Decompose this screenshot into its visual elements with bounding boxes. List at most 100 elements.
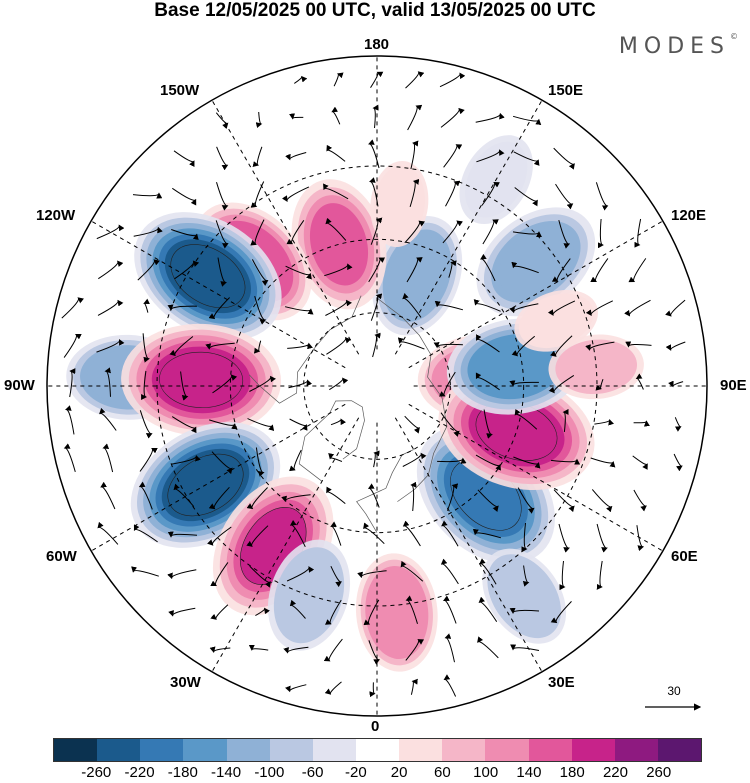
wind-arrow (367, 483, 380, 508)
wind-arrow (294, 75, 308, 84)
wind-arrow (404, 415, 420, 434)
wind-arrow (673, 453, 683, 472)
wind-arrow (167, 304, 197, 311)
anomaly-center (476, 207, 596, 317)
wind-arrow (483, 409, 493, 439)
colorbar-bin (312, 739, 356, 761)
wind-arrow (509, 303, 539, 314)
wind-arrow (174, 260, 200, 280)
wind-arrow (440, 558, 459, 585)
wind-arrow (286, 566, 315, 582)
wind-arrow (331, 106, 341, 125)
colorbar (53, 738, 702, 762)
wind-arrow (406, 257, 423, 283)
wind-arrow (482, 219, 499, 245)
wind-arrow (547, 300, 576, 316)
wind-arrow (550, 335, 573, 357)
wind-arrow (207, 526, 232, 546)
wind-arrow (286, 220, 305, 245)
wind-arrow (102, 443, 114, 473)
wind-arrow (407, 104, 423, 131)
wind-arrow (513, 456, 541, 469)
meridian-line (211, 417, 360, 673)
wind-arrow (473, 299, 501, 312)
wind-arrow (437, 457, 467, 464)
wind-arrow (596, 523, 608, 553)
wind-arrow (368, 640, 380, 665)
wind-arrow (283, 646, 309, 654)
latitude-circle (303, 312, 451, 460)
coastline (376, 297, 448, 502)
wind-arrow (665, 341, 686, 351)
wind-arrow (133, 524, 158, 543)
wind-arrow (326, 144, 346, 162)
wind-arrow (594, 418, 614, 426)
logo-text: MODES (618, 34, 730, 59)
wind-arrow (369, 682, 376, 698)
lon-label-60w: 60W (46, 548, 77, 565)
wind-arrow (405, 639, 425, 661)
wind-arrow (167, 569, 197, 580)
wind-arrow (216, 146, 229, 171)
wind-arrow (285, 684, 307, 693)
lon-label-150w: 150W (160, 82, 200, 99)
colorbar-tick-label: 180 (559, 764, 585, 781)
wind-arrow (326, 486, 346, 504)
wind-arrow (326, 336, 352, 355)
wind-arrow (433, 342, 463, 349)
wind-arrow (674, 417, 682, 432)
colorbar-tick-label: 140 (516, 764, 542, 781)
wind-arrow (215, 220, 229, 249)
wind-arrow (370, 71, 384, 88)
wind-arrow (285, 152, 307, 161)
wind-arrow (402, 292, 422, 318)
wind-arrow (357, 570, 387, 579)
wind-arrow (98, 260, 124, 280)
wind-arrow (250, 219, 265, 246)
colorbar-tick-label: 20 (390, 764, 408, 781)
wind-arrow (512, 231, 542, 238)
wind-arrow (285, 265, 312, 280)
wind-arrow (63, 443, 76, 473)
wind-arrow (171, 229, 199, 241)
lon-label-90e: 90E (720, 377, 747, 394)
wind-arrow (446, 483, 459, 511)
wind-arrow (208, 486, 230, 510)
wind-arrow (96, 339, 125, 353)
wind-arrow (475, 372, 500, 391)
wind-arrow (476, 149, 505, 163)
wind-arrow (137, 259, 160, 281)
wind-arrow (168, 607, 196, 617)
colorbar-bin (528, 739, 572, 761)
wind-arrow (555, 183, 574, 210)
wind-arrow (372, 104, 379, 129)
logo-mark: © (730, 32, 738, 41)
wind-arrow (624, 299, 651, 317)
wind-arrow (632, 455, 648, 470)
wind-arrow (324, 681, 342, 695)
wind-arrow (370, 293, 383, 321)
wind-arrow (132, 192, 163, 199)
wind-arrow (249, 375, 276, 392)
wind-arrow (448, 260, 457, 278)
wind-arrow (328, 452, 343, 462)
wind-arrows (61, 71, 686, 698)
wind-arrow (325, 217, 347, 241)
wind-arrow (633, 489, 647, 512)
wind-arrow (397, 337, 425, 350)
wind-arrow (634, 218, 642, 248)
wind-arrow (434, 300, 464, 311)
wind-arrow (550, 601, 572, 624)
wind-arrow (370, 217, 383, 245)
wind-arrow (558, 523, 570, 553)
wind-arrow (443, 144, 463, 168)
anomaly-contour (518, 293, 594, 349)
anomaly-center (291, 179, 387, 310)
wind-arrow (65, 405, 75, 435)
lon-label-60e: 60E (671, 548, 698, 565)
wind-arrow (405, 595, 418, 624)
wind-arrow (440, 107, 465, 128)
colorbar-bin (485, 739, 529, 761)
wind-arrow (521, 522, 528, 553)
wind-arrow (404, 220, 426, 244)
